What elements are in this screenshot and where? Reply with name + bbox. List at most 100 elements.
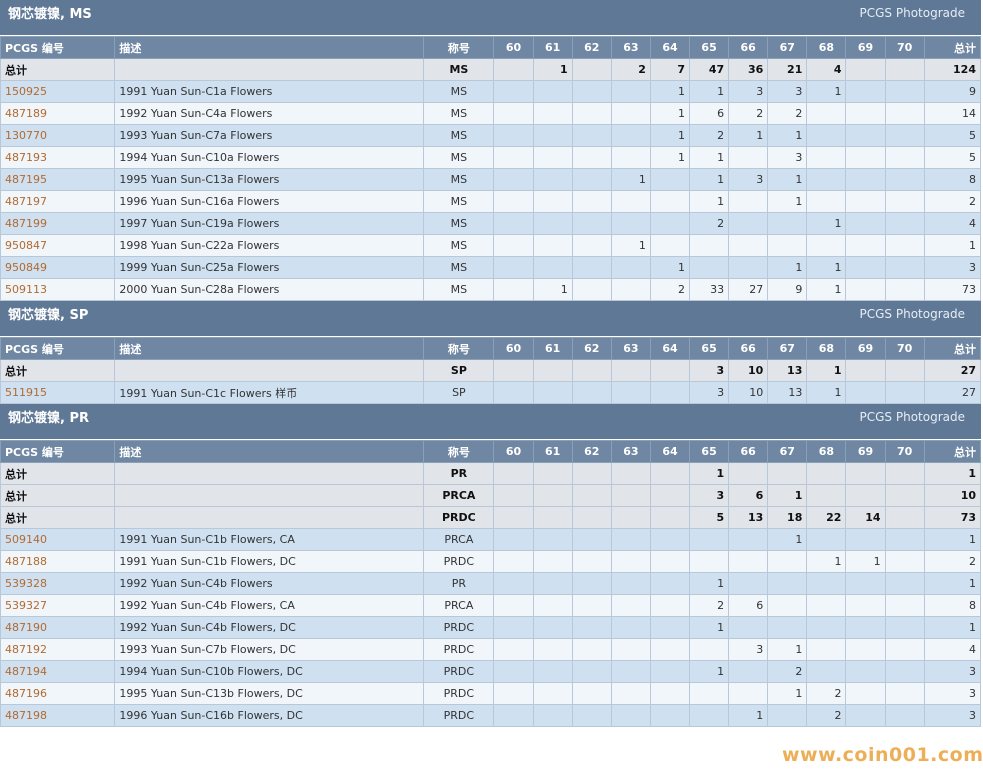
pcgs-number-link[interactable]: 509140 [5,533,47,546]
description-cell: 1994 Yuan Sun-C10a Flowers [114,146,425,169]
grade-count-cell: 27 [728,278,769,301]
table-row: 539328 1992 Yuan Sun-C4b Flowers PR 1 1 [0,572,982,595]
pcgs-number-link[interactable]: 487194 [5,665,47,678]
grade-count-cell: 1 [767,682,808,705]
grade-count-cell [728,550,769,573]
header-grade-62: 62 [571,36,612,59]
header-total: 总计 [923,337,982,360]
row-total-cell: 4 [923,212,982,235]
grade-count-cell [571,594,612,617]
grade-count-cell [610,124,651,147]
grade-count-cell [532,256,573,279]
pcgs-number-link[interactable]: 487189 [5,107,47,120]
grade-count-cell: 3 [689,484,730,507]
pcgs-number-cell: 950849 [0,256,116,279]
grade-count-cell: 2 [689,594,730,617]
grade-count-cell [845,212,886,235]
grade-count-cell [493,704,534,727]
header-grade-68: 68 [806,337,847,360]
grade-count-cell [610,484,651,507]
grade-count-cell: 3 [728,80,769,103]
grade-count-cell: 1 [532,278,573,301]
grade-count-cell: 6 [689,102,730,125]
grade-count-cell [884,359,925,382]
pcgs-number-link[interactable]: 487198 [5,709,47,722]
grade-count-cell: 1 [767,168,808,191]
pcgs-number-link[interactable]: 487193 [5,151,47,164]
grade-count-cell [884,550,925,573]
total-row: 总计 SP 3 10 13 1 27 [0,359,982,382]
description-cell: 1991 Yuan Sun-C1b Flowers, DC [114,550,425,573]
grade-count-cell: 5 [689,506,730,529]
pcgs-number-link[interactable]: 130770 [5,129,47,142]
column-header-row: PCGS 编号 描述 称号 60 61 62 63 64 65 66 67 68 69 70 总计 [0,337,982,360]
photograde-link[interactable]: PCGS Photograde [859,307,965,321]
grade-count-cell: 3 [728,168,769,191]
header-grade-64: 64 [649,36,691,59]
photograde-link[interactable]: PCGS Photograde [859,6,965,20]
grade-count-cell [649,682,691,705]
grade-count-cell: 2 [649,278,691,301]
header-grade-60: 60 [493,337,534,360]
row-total-cell: 73 [923,278,982,301]
grade-count-cell [610,660,651,683]
pcgs-number-link[interactable]: 150925 [5,85,47,98]
pcgs-number-link[interactable]: 539327 [5,599,47,612]
grade-count-cell [884,616,925,639]
pcgs-number-link[interactable]: 509113 [5,283,47,296]
grade-count-cell [884,124,925,147]
grade-count-cell [728,682,769,705]
grade-count-cell [649,638,691,661]
header-designation: 称号 [423,440,495,463]
grade-count-cell: 1 [649,124,691,147]
pcgs-number-link[interactable]: 487196 [5,687,47,700]
grade-count-cell: 18 [767,506,808,529]
pcgs-number-link[interactable]: 487190 [5,621,47,634]
grade-count-cell [610,528,651,551]
grade-count-cell [532,616,573,639]
pcgs-number-link[interactable]: 539328 [5,577,47,590]
pcgs-number-cell: 150925 [0,80,116,103]
designation-cell: SP [423,359,495,382]
pcgs-number-link[interactable]: 487199 [5,217,47,230]
pcgs-number-link[interactable]: 950849 [5,261,47,274]
table-row: 130770 1993 Yuan Sun-C7a Flowers MS 1 2 1 1 5 [0,124,982,147]
pcgs-number-cell: 487199 [0,212,116,235]
pcgs-number-link[interactable]: 487192 [5,643,47,656]
grade-count-cell: 1 [806,359,847,382]
row-total-cell: 73 [923,506,982,529]
table-row: 487194 1994 Yuan Sun-C10b Flowers, DC PRDC… [0,660,982,683]
grade-count-cell [884,506,925,529]
grade-count-cell [493,638,534,661]
pcgs-number-cell: 509113 [0,278,116,301]
grade-count-cell [610,102,651,125]
grade-count-cell [610,256,651,279]
pcgs-number-link[interactable]: 950847 [5,239,47,252]
table-row: 487196 1995 Yuan Sun-C13b Flowers, DC PRDC… [0,682,982,705]
pcgs-number-cell: 487197 [0,190,116,213]
pcgs-number-link[interactable]: 487197 [5,195,47,208]
row-total-cell: 8 [923,168,982,191]
grade-count-cell: 2 [767,660,808,683]
table-row: 487198 1996 Yuan Sun-C16b Flowers, DC PRDC… [0,704,982,727]
total-label: 总计 [0,506,116,529]
grade-count-cell [806,638,847,661]
grade-count-cell [767,234,808,257]
grade-count-cell [493,528,534,551]
photograde-link[interactable]: PCGS Photograde [859,410,965,424]
grade-count-cell [493,80,534,103]
pcgs-number-link[interactable]: 487195 [5,173,47,186]
pcgs-number-link[interactable]: 487188 [5,555,47,568]
grade-count-cell [845,572,886,595]
grade-count-cell: 1 [649,146,691,169]
population-table: PCGS 编号 描述 称号 60 61 62 63 64 65 66 67 68 69 70 总计 总计 MS 1… [0,36,982,301]
row-total-cell: 9 [923,80,982,103]
grade-count-cell: 1 [767,256,808,279]
section-title: 钢芯镀镍, SP [8,308,89,323]
pcgs-number-link[interactable]: 511915 [5,386,47,399]
grade-count-cell [845,528,886,551]
grade-count-cell: 47 [689,58,730,81]
total-label: 总计 [0,58,116,81]
grade-count-cell [845,638,886,661]
grade-count-cell [610,572,651,595]
